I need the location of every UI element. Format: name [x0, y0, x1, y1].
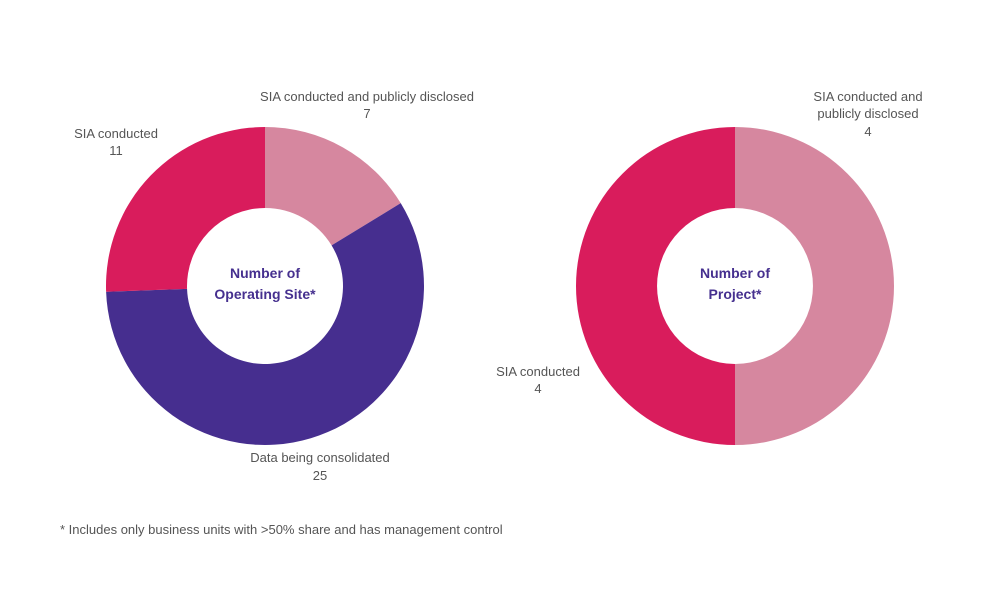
chart-1-slice-1-label: SIA conducted and publicly disclosed	[260, 89, 474, 104]
chart-1-slice-1-value: 7	[363, 106, 370, 121]
chart-1-slice-1	[265, 127, 401, 246]
chart-1-center-label: Operating Site*	[214, 286, 316, 302]
chart-1-slice-2	[106, 203, 424, 445]
chart-2-slice-1-value: 4	[864, 124, 871, 139]
chart-2-slice-2	[576, 127, 735, 445]
chart-1-slice-2-label: Data being consolidated	[250, 450, 390, 465]
chart-2-slice-2-label: SIA conducted	[496, 364, 580, 379]
chart-1-center-label: Number of	[230, 265, 300, 281]
chart-1-slice-3	[106, 127, 266, 292]
chart-2-slice-1-label: publicly disclosed	[817, 106, 918, 121]
chart-2-center-label: Number of	[700, 265, 770, 281]
chart-2-slice-1-label: SIA conducted and	[813, 89, 922, 104]
chart-2-slice-1	[735, 127, 894, 445]
chart-2-center-label: Project*	[709, 286, 762, 302]
chart-1-slice-3-label: SIA conducted	[74, 126, 158, 141]
chart-1-slice-2-value: 25	[313, 468, 327, 483]
footnote: * Includes only business units with >50%…	[60, 522, 503, 537]
chart-1-slice-3-value: 11	[109, 143, 123, 158]
chart-2-slice-2-value: 4	[534, 381, 541, 396]
